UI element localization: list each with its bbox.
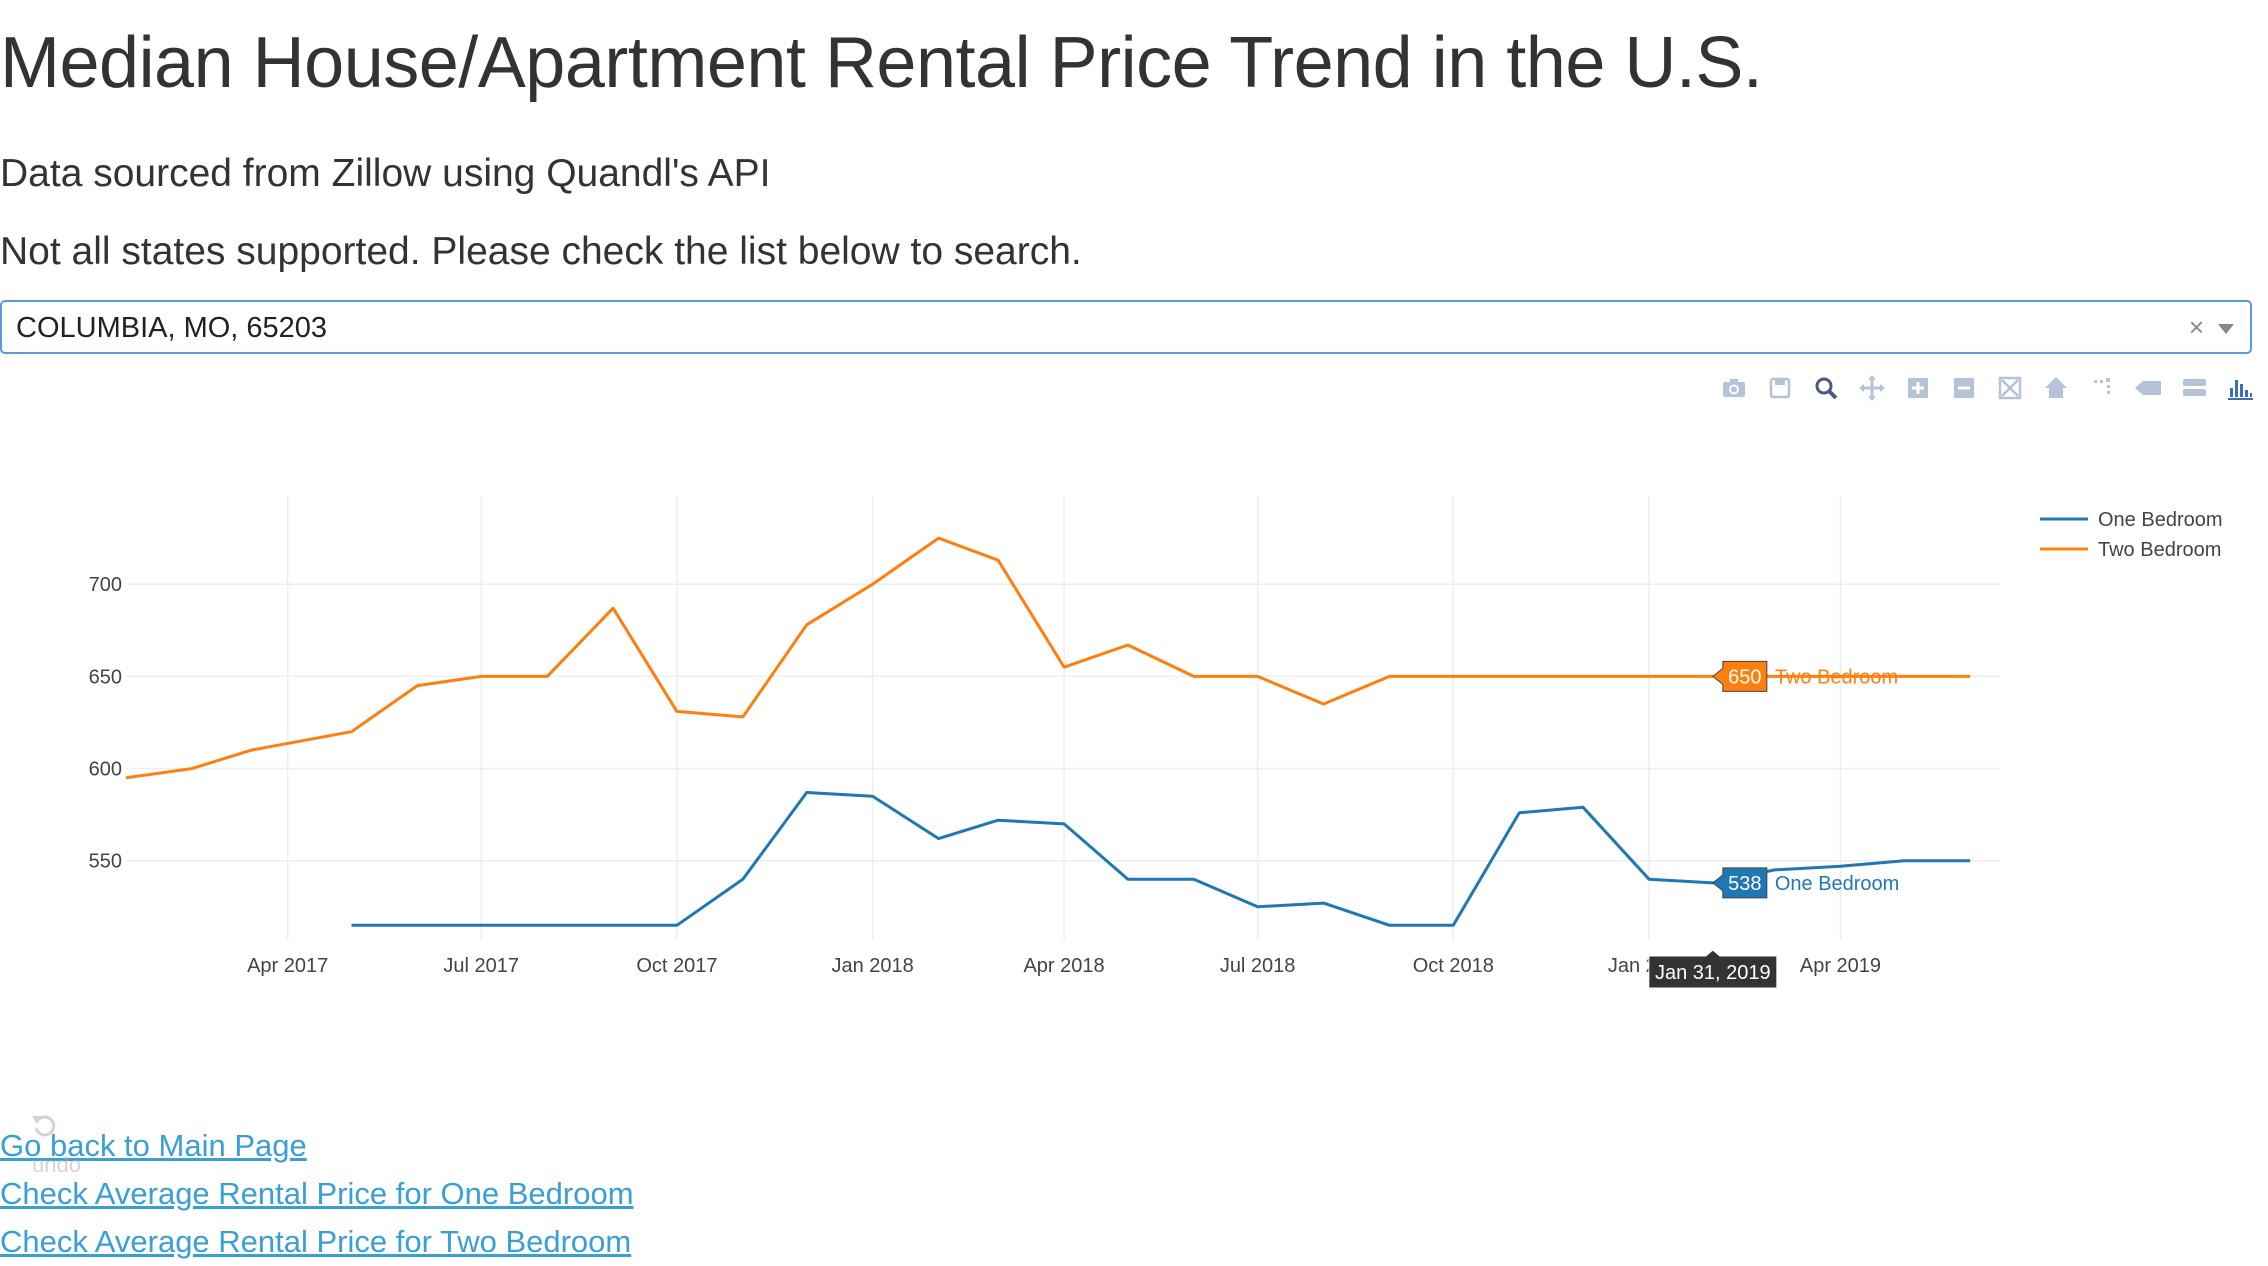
x-tick-label: Jul 2017 (443, 955, 519, 977)
x-tick-label: Jan 2018 (831, 955, 913, 977)
x-tick-label: Oct 2017 (636, 955, 717, 977)
y-tick-label: 600 (89, 759, 122, 781)
x-tick-label: Apr 2019 (1800, 955, 1881, 977)
location-select[interactable]: COLUMBIA, MO, 65203 × (0, 300, 2252, 354)
rental-price-chart[interactable]: Apr 2017 Jul 2017 Oct 2017 Jan 2018 Apr 2018… (0, 480, 2268, 1040)
zoom-out-icon[interactable] (1948, 372, 1980, 404)
hover-label-one-bedroom (1712, 867, 1768, 899)
plotly-logo-icon[interactable] (2224, 372, 2256, 404)
support-note: Not all states supported. Please check t… (0, 230, 1082, 273)
hover-closest-icon[interactable] (2132, 372, 2164, 404)
main-page-link[interactable]: Go back to Main Page (0, 1128, 307, 1163)
hover-x-label: Jan 31, 2019 (1655, 962, 1771, 984)
undo-label: undo (32, 1152, 81, 1177)
undo-button[interactable]: undo (28, 1108, 88, 1177)
one-bedroom-line (351, 791, 1971, 927)
x-tick-label: Oct 2018 (1413, 955, 1494, 977)
save-icon[interactable] (1764, 372, 1796, 404)
hover-value-two-bedroom: 650 (1728, 666, 1761, 688)
zoom-icon[interactable] (1810, 372, 1842, 404)
chart-modebar (1718, 372, 2256, 404)
x-tick-label: Apr 2017 (247, 955, 328, 977)
one-bedroom-link[interactable]: Check Average Rental Price for One Bedro… (0, 1176, 634, 1211)
clear-x-icon[interactable]: × (2188, 312, 2204, 342)
hover-x-label-box (1648, 949, 1778, 989)
autoscale-icon[interactable] (1994, 372, 2026, 404)
page-title: Median House/Apartment Rental Price Tren… (0, 23, 1763, 103)
y-tick-label: 650 (89, 666, 122, 688)
nav-links: Go back to Main Page Check Average Renta… (0, 1122, 634, 1266)
y-tick-label: 550 (89, 851, 122, 873)
chevron-down-icon[interactable] (2218, 324, 2234, 334)
x-tick-label: Apr 2018 (1023, 955, 1104, 977)
hover-compare-icon[interactable] (2178, 372, 2210, 404)
legend-label-one-bedroom: One Bedroom (2098, 509, 2223, 531)
location-select-value: COLUMBIA, MO, 65203 (16, 312, 328, 344)
data-source-note: Data sourced from Zillow using Quandl's … (0, 152, 771, 195)
y-tick-label: 700 (89, 574, 122, 596)
pan-icon[interactable] (1856, 372, 1888, 404)
spike-lines-icon[interactable] (2086, 372, 2118, 404)
hover-name-two-bedroom: Two Bedroom (1775, 666, 1898, 688)
legend-label-two-bedroom: Two Bedroom (2098, 539, 2221, 561)
hover-name-one-bedroom: One Bedroom (1775, 873, 1900, 895)
two-bedroom-line (125, 536, 1971, 780)
zoom-in-icon[interactable] (1902, 372, 1934, 404)
camera-icon[interactable] (1718, 372, 1750, 404)
x-tick-label: Jul 2018 (1220, 955, 1296, 977)
hover-label-two-bedroom (1712, 660, 1768, 692)
hover-value-one-bedroom: 538 (1728, 873, 1761, 895)
reset-axes-icon[interactable] (2040, 372, 2072, 404)
undo-icon (32, 1115, 56, 1137)
two-bedroom-link[interactable]: Check Average Rental Price for Two Bedro… (0, 1224, 632, 1259)
